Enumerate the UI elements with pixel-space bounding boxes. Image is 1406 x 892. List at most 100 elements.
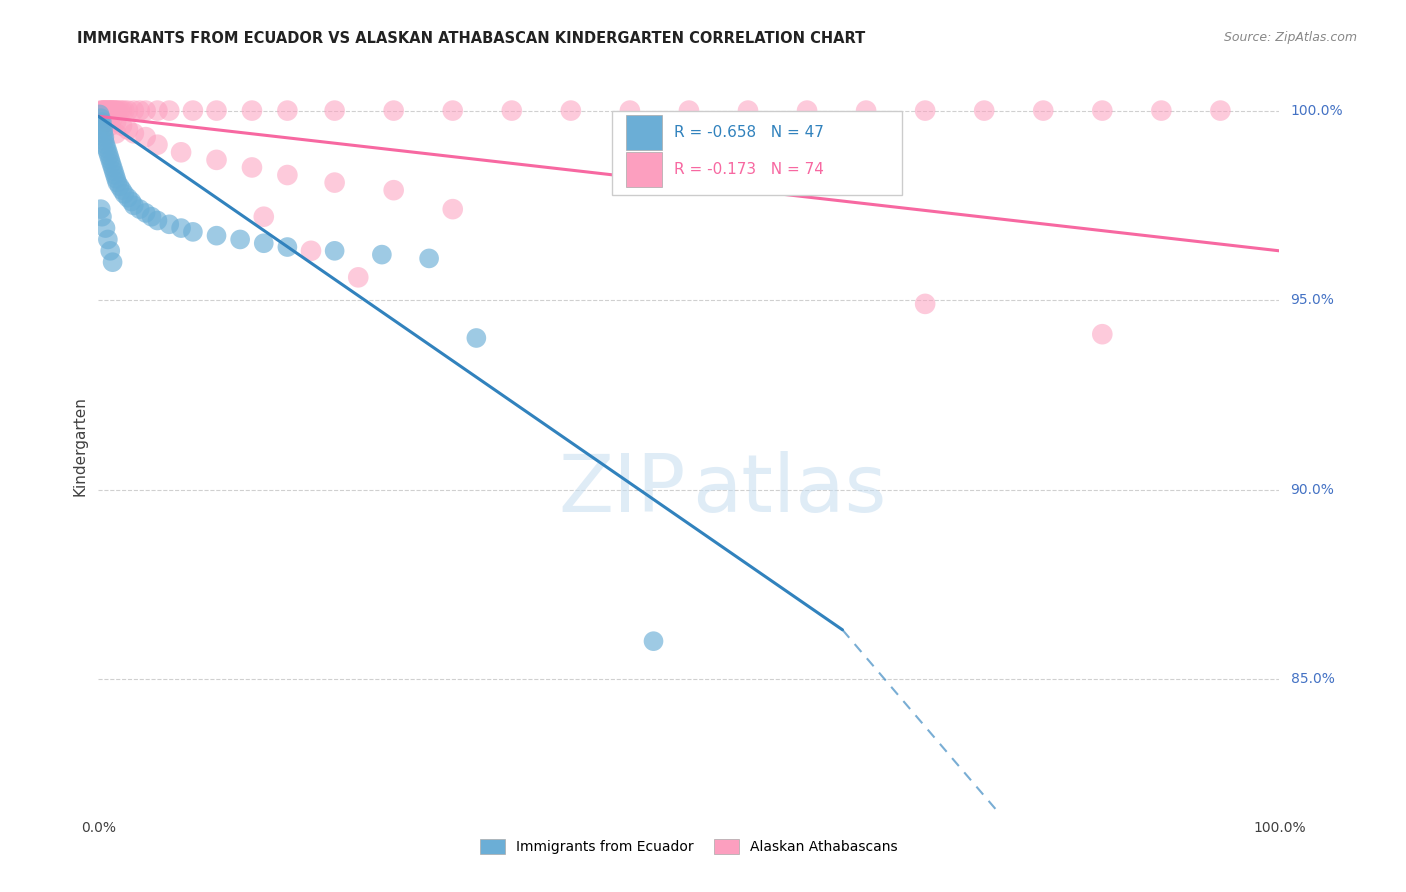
Point bbox=[135, 103, 157, 118]
Point bbox=[141, 210, 163, 224]
Point bbox=[98, 103, 121, 118]
Point bbox=[122, 198, 145, 212]
Point bbox=[98, 153, 121, 167]
Point bbox=[108, 179, 131, 194]
Text: R = -0.658   N = 47: R = -0.658 N = 47 bbox=[673, 126, 824, 140]
Point bbox=[465, 331, 488, 345]
Point bbox=[90, 202, 112, 216]
Point bbox=[560, 103, 582, 118]
Text: atlas: atlas bbox=[693, 450, 887, 529]
Point bbox=[855, 103, 877, 118]
Point bbox=[101, 161, 124, 175]
Point bbox=[276, 168, 298, 182]
Point bbox=[91, 210, 114, 224]
Point bbox=[93, 134, 115, 148]
Point bbox=[91, 103, 114, 118]
Text: 85.0%: 85.0% bbox=[1291, 672, 1334, 686]
Point bbox=[170, 221, 193, 235]
Point bbox=[93, 130, 115, 145]
Point bbox=[98, 244, 121, 258]
Point bbox=[181, 225, 204, 239]
Point bbox=[146, 213, 169, 227]
Point bbox=[89, 107, 111, 121]
Point bbox=[96, 103, 118, 118]
Point bbox=[382, 103, 405, 118]
Point bbox=[103, 164, 125, 178]
Point bbox=[146, 137, 169, 152]
Point bbox=[121, 194, 143, 209]
Point bbox=[100, 103, 122, 118]
FancyBboxPatch shape bbox=[612, 111, 901, 195]
Point bbox=[91, 115, 114, 129]
Point bbox=[105, 176, 128, 190]
Point bbox=[181, 103, 204, 118]
Point bbox=[90, 111, 112, 125]
Point bbox=[128, 202, 150, 216]
Point bbox=[96, 107, 118, 121]
Point bbox=[104, 168, 127, 182]
Point bbox=[240, 103, 263, 118]
Point bbox=[117, 122, 139, 136]
FancyBboxPatch shape bbox=[626, 115, 662, 151]
Point bbox=[91, 103, 114, 118]
Point bbox=[105, 103, 128, 118]
Point bbox=[100, 156, 122, 170]
Point bbox=[678, 103, 700, 118]
Point bbox=[97, 232, 120, 246]
Point bbox=[253, 236, 276, 251]
Point bbox=[104, 103, 127, 118]
Point bbox=[299, 244, 322, 258]
Point bbox=[347, 270, 370, 285]
Point bbox=[101, 111, 124, 125]
Point bbox=[105, 115, 128, 129]
Point bbox=[276, 240, 298, 254]
Point bbox=[105, 171, 128, 186]
Point bbox=[418, 252, 440, 266]
Point bbox=[643, 634, 665, 648]
Point bbox=[94, 137, 117, 152]
Point bbox=[122, 103, 145, 118]
Point bbox=[93, 107, 115, 121]
Point bbox=[796, 103, 818, 118]
Text: 95.0%: 95.0% bbox=[1291, 293, 1334, 307]
Point bbox=[98, 103, 121, 118]
Point bbox=[91, 126, 114, 140]
Point bbox=[240, 161, 263, 175]
Point bbox=[117, 103, 139, 118]
Point bbox=[323, 176, 346, 190]
FancyBboxPatch shape bbox=[626, 152, 662, 187]
Point bbox=[97, 145, 120, 160]
Point bbox=[117, 191, 139, 205]
Point bbox=[441, 103, 464, 118]
Point bbox=[501, 103, 523, 118]
Point bbox=[112, 186, 135, 201]
Point bbox=[94, 221, 117, 235]
Text: IMMIGRANTS FROM ECUADOR VS ALASKAN ATHABASCAN KINDERGARTEN CORRELATION CHART: IMMIGRANTS FROM ECUADOR VS ALASKAN ATHAB… bbox=[77, 31, 866, 46]
Point bbox=[91, 107, 114, 121]
Y-axis label: Kindergarten: Kindergarten bbox=[72, 396, 87, 496]
Point bbox=[94, 115, 117, 129]
Point bbox=[205, 153, 228, 167]
Point bbox=[157, 217, 180, 231]
Point bbox=[91, 119, 114, 133]
Point bbox=[229, 232, 252, 246]
Point bbox=[105, 103, 128, 118]
Text: 100.0%: 100.0% bbox=[1291, 103, 1343, 118]
Point bbox=[108, 103, 131, 118]
Point bbox=[111, 119, 134, 133]
Point bbox=[111, 103, 134, 118]
Point bbox=[135, 130, 157, 145]
Point bbox=[146, 103, 169, 118]
Point bbox=[914, 103, 936, 118]
Point bbox=[323, 103, 346, 118]
Point bbox=[98, 149, 121, 163]
Point bbox=[103, 103, 125, 118]
Point bbox=[90, 103, 112, 118]
Point bbox=[111, 183, 134, 197]
Point bbox=[1150, 103, 1173, 118]
Point bbox=[101, 255, 124, 269]
Point bbox=[253, 210, 276, 224]
Text: ZIP: ZIP bbox=[558, 450, 685, 529]
Point bbox=[98, 103, 121, 118]
Point bbox=[1091, 327, 1114, 342]
